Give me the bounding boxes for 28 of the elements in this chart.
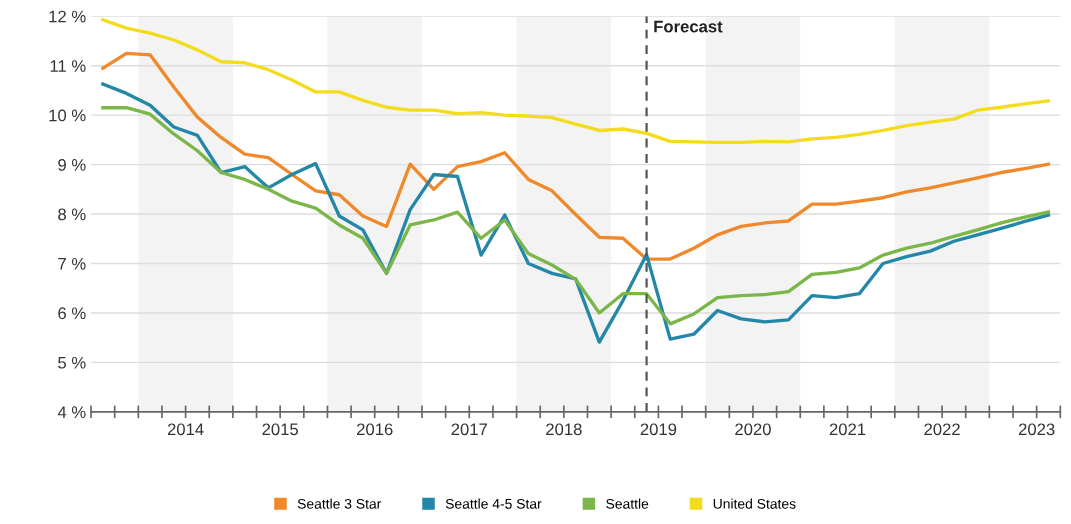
x-tick-label: 2019: [640, 423, 677, 436]
line-series: [101, 51, 1051, 261]
y-tick-label: 8 %: [58, 208, 86, 221]
y-tick-label: 11 %: [50, 60, 86, 72]
legend-label: Seattle 3 Star: [297, 498, 382, 509]
x-tick-label: 2014: [167, 423, 204, 436]
line-series: [101, 106, 1051, 326]
line-series: [101, 82, 1051, 344]
legend-label: Seattle 4-5 Star: [445, 498, 542, 509]
x-tick-label: 2018: [546, 423, 582, 436]
y-tick-label: 5 %: [58, 356, 86, 369]
y-tick-label: 12 %: [49, 10, 86, 23]
ref-line-label: Forecast: [654, 20, 723, 33]
y-tick-label: 4 %: [57, 406, 86, 418]
x-tick-label: 2020: [735, 423, 771, 436]
legend-label: United States: [713, 498, 796, 509]
x-tick-label: 2015: [262, 423, 298, 436]
y-tick-label: 9 %: [58, 159, 86, 171]
x-tick-label: 2021: [829, 423, 866, 436]
x-tick-label: 2023: [1018, 423, 1055, 436]
legend-label: Seattle: [606, 498, 649, 509]
y-tick-label: 10 %: [49, 109, 86, 122]
line-series: [101, 18, 1051, 145]
x-tick-label: 2017: [451, 423, 487, 436]
x-tick-label: 2022: [924, 423, 960, 436]
y-tick-label: 6 %: [58, 307, 86, 320]
y-tick-label: 7 %: [58, 257, 86, 270]
x-tick-label: 2016: [357, 423, 393, 436]
